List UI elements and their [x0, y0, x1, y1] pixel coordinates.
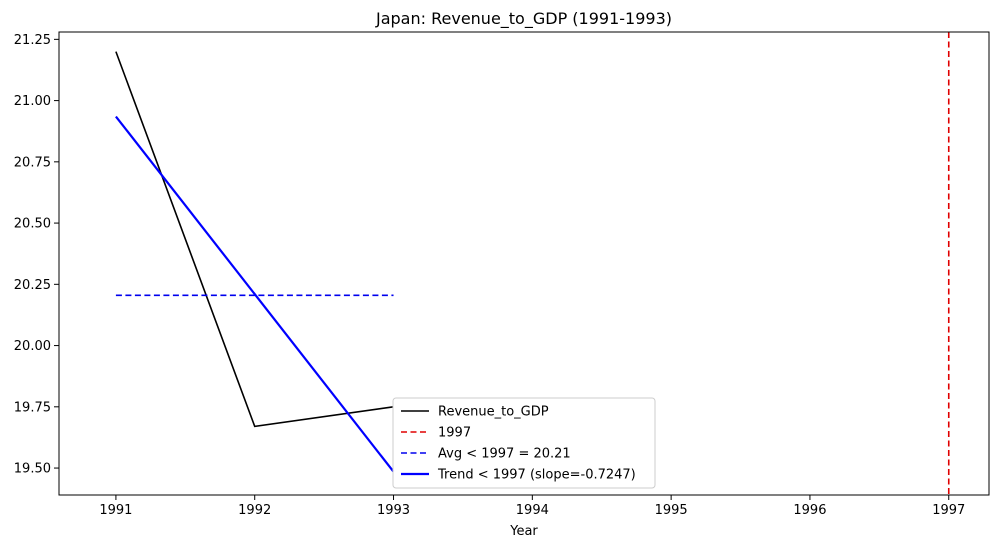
y-tick-label: 20.50 — [14, 217, 51, 232]
legend-label-0: Revenue_to_GDP — [438, 405, 549, 420]
series-line-2 — [115, 115, 395, 473]
y-tick-label: 19.75 — [14, 400, 51, 415]
x-tick-label: 1997 — [932, 503, 965, 518]
x-tick-label: 1993 — [377, 503, 410, 518]
y-tick-label: 20.00 — [14, 339, 51, 354]
plot-area-frame — [58, 31, 990, 496]
x-axis-label: Year — [509, 524, 538, 539]
y-tick-label: 19.50 — [14, 462, 51, 477]
legend-label-3: Trend < 1997 (slope=-0.7247) — [437, 468, 636, 483]
chart-title: Japan: Revenue_to_GDP (1991-1993) — [375, 9, 672, 29]
x-tick-label: 1992 — [238, 503, 271, 518]
y-tick-label: 21.00 — [14, 94, 51, 109]
y-tick-label: 21.25 — [14, 33, 51, 48]
legend: Revenue_to_GDP 1997 Avg < 1997 = 20.21 Tren… — [392, 397, 656, 489]
x-tick-label: 1994 — [516, 503, 549, 518]
y-tick-label: 20.25 — [14, 278, 51, 293]
x-tick-label: 1995 — [655, 503, 688, 518]
x-tick-label: 1991 — [99, 503, 132, 518]
x-tick-label: 1996 — [793, 503, 826, 518]
y-tick-label: 20.75 — [14, 155, 51, 170]
legend-label-2: Avg < 1997 = 20.21 — [438, 447, 571, 462]
legend-box — [392, 397, 656, 489]
legend-label-1: 1997 — [438, 426, 471, 441]
